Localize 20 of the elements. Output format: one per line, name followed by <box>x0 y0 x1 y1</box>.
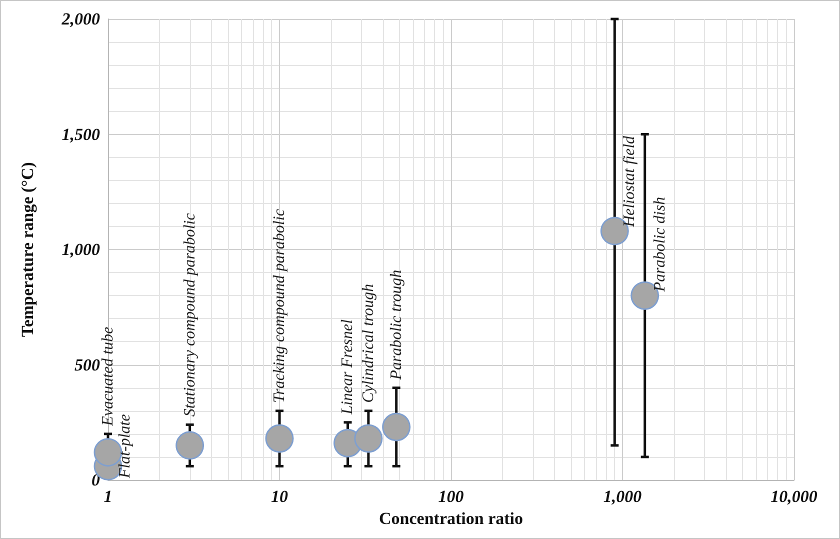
annotation: Linear Fresnel <box>339 318 356 416</box>
x-tick-label: 100 <box>438 487 464 506</box>
y-tick-label: 500 <box>74 355 100 374</box>
annotation: Evacuated tube <box>100 326 116 427</box>
annotation: Cylindrical trough <box>360 284 377 403</box>
annotation: Parabolic trough <box>388 270 405 381</box>
x-tick-label: 1,000 <box>603 487 642 506</box>
annotation: Stationary compound parabolic <box>181 213 198 417</box>
annotation: Heliostat field <box>621 134 638 228</box>
annotation: Parabolic dish <box>651 196 668 293</box>
annotation: Tracking compound parabolic <box>271 209 288 403</box>
x-tick-label: 1 <box>104 487 112 506</box>
y-tick-label: 2,000 <box>60 10 100 28</box>
x-axis-title: Concentration ratio <box>378 508 524 528</box>
x-tick-label: 10,000 <box>770 487 818 506</box>
y-tick-label: 1,500 <box>62 124 100 144</box>
x-tick-label: 10 <box>271 487 288 506</box>
y-axis-title: Temperature range (°C) <box>18 162 37 337</box>
annotation: Flat-plate <box>116 414 134 480</box>
y-tick-label: 1,000 <box>62 240 100 259</box>
